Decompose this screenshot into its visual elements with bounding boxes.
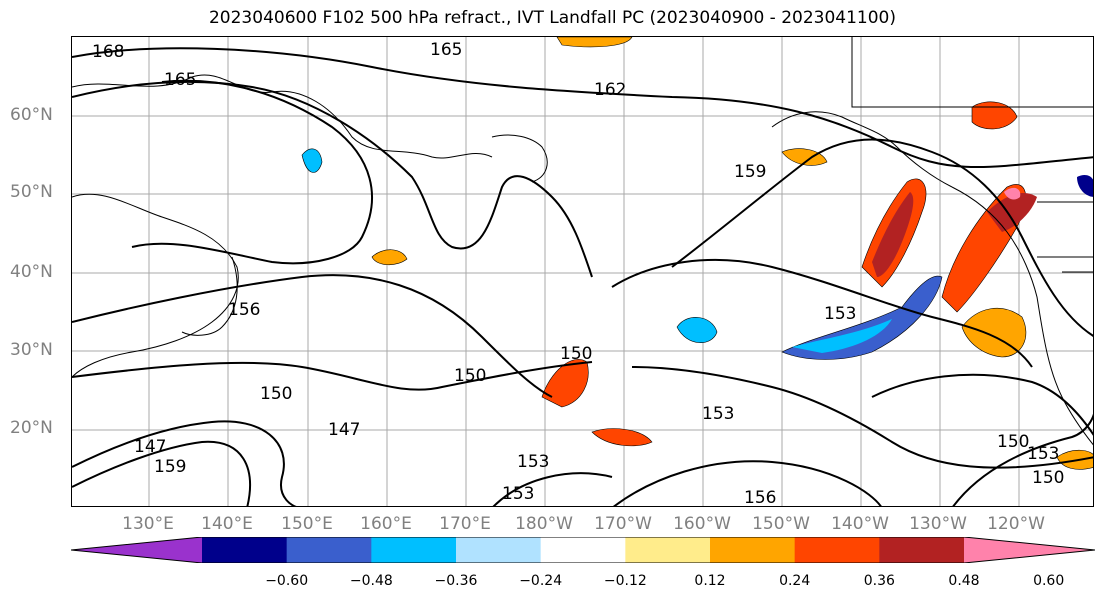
colorbar-tick-label: 0.24 xyxy=(779,573,811,589)
contour-label: 150 xyxy=(560,344,592,364)
colorbar-segment xyxy=(202,537,288,563)
graticule xyxy=(72,37,1093,506)
colorbar-segment xyxy=(625,537,711,563)
lat-label-30n: 30°N xyxy=(10,340,53,360)
colorbar-tick-label: −0.36 xyxy=(434,573,478,589)
contour-labels: 168 165 165 162 159 156 153 150 150 150 … xyxy=(92,40,1064,507)
colorbar-tick-label: −0.24 xyxy=(519,573,563,589)
contour-label: 156 xyxy=(228,300,260,320)
contour-label: 159 xyxy=(734,162,766,182)
contour-label: 153 xyxy=(502,484,534,504)
lon-label: 140°W xyxy=(831,514,889,534)
map-canvas: 168 165 165 162 159 156 153 150 150 150 … xyxy=(72,37,1093,507)
colorbar-tick-label: 0.12 xyxy=(694,573,726,589)
lat-label-20n: 20°N xyxy=(10,418,53,438)
contour-label: 156 xyxy=(744,488,776,507)
contour-label: 153 xyxy=(517,452,549,472)
lon-label: 180°W xyxy=(515,514,573,534)
colorbar-segment xyxy=(456,537,542,563)
contour-label: 147 xyxy=(328,420,360,440)
colorbar-extend-high xyxy=(964,537,1095,563)
lon-label: 140°E xyxy=(201,514,253,534)
colorbar-tick-label: −0.48 xyxy=(349,573,393,589)
lat-label-40n: 40°N xyxy=(10,262,53,282)
colorbar-segment xyxy=(540,537,626,563)
height-contours xyxy=(72,47,1093,506)
colorbar-extend-low xyxy=(71,537,202,563)
colorbar-segment xyxy=(286,537,372,563)
contour-label: 165 xyxy=(430,40,462,60)
contour-label: 153 xyxy=(702,404,734,424)
colorbar xyxy=(71,537,1095,563)
lon-label: 160°E xyxy=(360,514,412,534)
contour-label: 150 xyxy=(1032,468,1064,488)
lon-label: 160°W xyxy=(673,514,731,534)
colorbar-tick-label: −0.12 xyxy=(603,573,647,589)
colorbar-tick-label: 0.36 xyxy=(863,573,895,589)
colorbar-tick-label: −0.60 xyxy=(265,573,309,589)
colorbar-segments xyxy=(71,537,1095,563)
lon-label: 130°E xyxy=(122,514,174,534)
lon-label: 170°W xyxy=(594,514,652,534)
contour-label: 162 xyxy=(594,80,626,100)
lat-label-60n: 60°N xyxy=(10,105,53,125)
colorbar-segment xyxy=(371,537,457,563)
lon-label: 130°W xyxy=(909,514,967,534)
map-title: 2023040600 F102 500 hPa refract., IVT La… xyxy=(208,8,896,28)
contour-label: 153 xyxy=(1027,444,1059,464)
contour-label: 147 xyxy=(134,437,166,457)
colorbar-segment xyxy=(794,537,880,563)
colorbar-segment xyxy=(879,537,965,563)
contour-label: 150 xyxy=(454,366,486,386)
lon-label: 120°W xyxy=(987,514,1045,534)
colorbar-tick-label: 0.60 xyxy=(1033,573,1065,589)
lon-label: 170°E xyxy=(439,514,491,534)
colorbar-segment xyxy=(710,537,796,563)
contour-label: 168 xyxy=(92,42,124,62)
lon-label: 150°W xyxy=(752,514,810,534)
map-panel: 168 165 165 162 159 156 153 150 150 150 … xyxy=(71,36,1094,507)
contour-label: 150 xyxy=(997,432,1029,452)
contour-label: 165 xyxy=(164,70,196,90)
contour-label: 153 xyxy=(824,304,856,324)
shading xyxy=(301,37,1093,470)
lon-label: 150°E xyxy=(281,514,333,534)
contour-label: 150 xyxy=(260,384,292,404)
lat-label-50n: 50°N xyxy=(10,182,53,202)
colorbar-tick-label: 0.48 xyxy=(948,573,980,589)
contour-label: 159 xyxy=(154,457,186,477)
